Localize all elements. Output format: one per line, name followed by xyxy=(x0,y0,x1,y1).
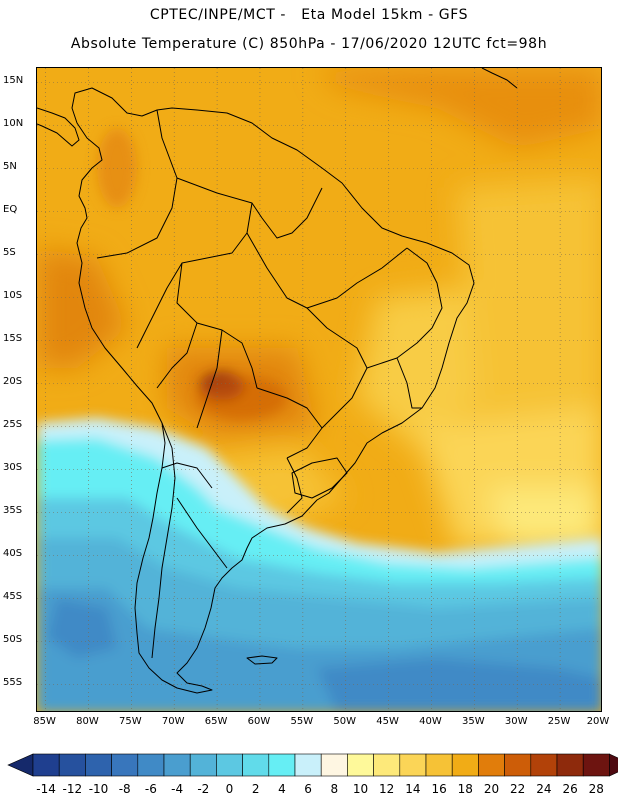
latitude-label: 10N xyxy=(3,117,24,129)
colorbar-box xyxy=(111,753,139,777)
colorbar-tick-label: -8 xyxy=(118,782,131,796)
colorbar-tick-label: 26 xyxy=(562,782,578,796)
colorbar-box xyxy=(425,753,453,777)
colorbar-box xyxy=(320,753,348,777)
longitude-label: 70W xyxy=(161,716,185,727)
colorbar-box xyxy=(85,753,112,777)
map-title: CPTEC/INPE/MCT - Eta Model 15km - GFS xyxy=(149,7,469,23)
longitude-label: 45W xyxy=(376,716,399,727)
colorbar-tick-label: 4 xyxy=(278,782,286,796)
latitude-label: 50S xyxy=(3,633,23,645)
latitude-label: 5N xyxy=(3,160,17,172)
longitude-label: 80W xyxy=(76,716,99,727)
colorbar-box xyxy=(451,753,479,777)
longitude-label: 40W xyxy=(419,716,442,727)
colorbar-box xyxy=(32,753,60,777)
colorbar-box xyxy=(530,753,558,777)
longitude-label: 75W xyxy=(119,716,142,727)
colorbar xyxy=(7,753,618,777)
map-panel xyxy=(36,67,602,712)
colorbar-tick-label: -12 xyxy=(62,782,83,796)
colorbar-box xyxy=(242,753,270,777)
longitude-label: 65W xyxy=(204,716,228,727)
colorbar-tick-label: 0 xyxy=(225,782,234,796)
country-borders xyxy=(96,109,443,569)
longitude-label: 35W xyxy=(462,716,485,727)
chile-argentina-border xyxy=(151,422,176,659)
colorbar-high-arrow xyxy=(609,753,618,777)
country-border-uruguay xyxy=(291,457,348,499)
field-cold-6 xyxy=(317,658,601,711)
colorbar-tick-label: -4 xyxy=(171,782,184,796)
coastline-central-america xyxy=(37,107,80,147)
latitude-label: 45S xyxy=(3,590,23,602)
longitude-label: 50W xyxy=(333,716,357,727)
latitude-label: 35S xyxy=(3,504,23,516)
latitude-label: 40S xyxy=(3,547,23,559)
colorbar-tick-label: 8 xyxy=(330,782,339,796)
latitude-label: EQ xyxy=(3,203,18,215)
coastline-south-america xyxy=(71,87,475,694)
latitude-label: 10S xyxy=(3,289,23,301)
colorbar-box xyxy=(216,753,243,777)
colorbar-box xyxy=(504,753,532,777)
colorbar-tick-label: 14 xyxy=(405,782,421,796)
colorbar-box xyxy=(373,753,401,777)
field-hotspot-halo xyxy=(197,376,287,420)
latitude-label: 20S xyxy=(3,375,23,387)
island-caribbean xyxy=(481,68,518,89)
colorbar-box xyxy=(189,753,217,777)
latitude-label: 25S xyxy=(3,418,23,430)
colorbar-low-arrow xyxy=(7,753,34,777)
field-cold-spot xyxy=(47,598,117,658)
latitude-label: 15N xyxy=(3,74,24,86)
colorbar-tick-label: 28 xyxy=(588,782,604,796)
longitude-label: 55W xyxy=(290,716,314,727)
colorbar-tick-label: 20 xyxy=(483,782,500,796)
temperature-map xyxy=(37,68,601,711)
colorbar-tick-label: 2 xyxy=(251,782,260,796)
longitude-label: 30W xyxy=(504,716,528,727)
longitude-label: 60W xyxy=(247,716,271,727)
colorbar-box xyxy=(347,753,374,777)
field-south-atlantic-2 xyxy=(487,488,601,548)
coastlines xyxy=(37,68,518,694)
island-falklands xyxy=(246,655,278,665)
field-andes-warm xyxy=(97,128,137,208)
field-brazil-coast xyxy=(357,288,477,448)
field-pacific-warm xyxy=(37,248,127,368)
map-subtitle: Absolute Temperature (C) 850hPa - 17/06/… xyxy=(70,36,548,52)
longitude-label: 25W xyxy=(547,716,571,727)
colorbar-tick-label: 10 xyxy=(352,782,369,796)
colorbar-tick-label: 6 xyxy=(304,782,312,796)
colorbar-box xyxy=(268,753,296,777)
longitude-label: 20W xyxy=(586,716,610,727)
colorbar-tick-label: 22 xyxy=(510,782,526,796)
latitude-label: 5S xyxy=(3,246,16,258)
colorbar-tick-label: 18 xyxy=(457,782,473,796)
latitude-label: 15S xyxy=(3,332,23,344)
colorbar-tick-label: 16 xyxy=(431,782,447,796)
colorbar-tick-label: 12 xyxy=(379,782,395,796)
colorbar-tick-label: -10 xyxy=(88,782,109,796)
colorbar-tick-label: -6 xyxy=(144,782,157,796)
colorbar-box xyxy=(137,753,165,777)
colorbar-box xyxy=(582,753,610,777)
colorbar-tick-label: -2 xyxy=(197,782,210,796)
latitude-label: 30S xyxy=(3,461,23,473)
colorbar-tick-label: 24 xyxy=(536,782,552,796)
field-warm-northeast xyxy=(317,68,601,148)
colorbar-box xyxy=(556,753,584,777)
colorbar-box xyxy=(399,753,427,777)
colorbar-box xyxy=(58,753,86,777)
colorbar-tick-label: -14 xyxy=(36,782,56,796)
longitude-label: 85W xyxy=(33,716,56,727)
colorbar-box xyxy=(294,753,322,777)
latitude-label: 55S xyxy=(3,676,23,688)
colorbar-box xyxy=(163,753,191,777)
colorbar-box xyxy=(478,753,505,777)
